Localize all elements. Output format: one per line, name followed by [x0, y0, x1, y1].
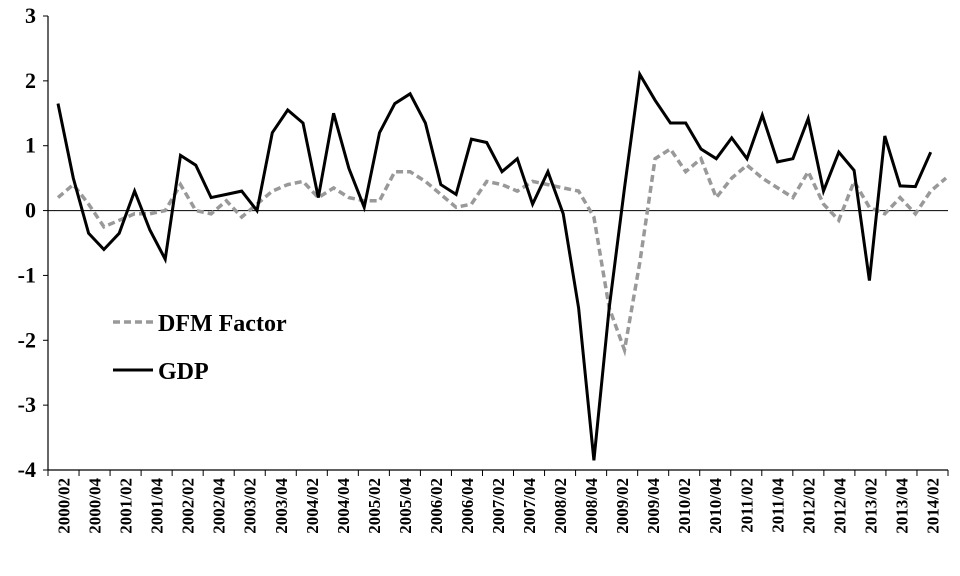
x-tick-label: 2003/04	[272, 478, 291, 534]
x-tick-label: 2012/02	[799, 478, 818, 534]
x-tick-label: 2012/04	[830, 478, 849, 534]
x-tick-label: 2008/02	[551, 478, 570, 534]
x-tick-label: 2011/04	[768, 478, 787, 533]
y-tick-label: -1	[18, 262, 36, 287]
x-tick-label: 2013/04	[892, 478, 911, 534]
x-tick-label: 2013/02	[861, 478, 880, 534]
dfm-factor-series-line	[56, 146, 948, 357]
x-tick-label: 2000/02	[55, 478, 74, 534]
legend: DFM Factor GDP	[113, 311, 287, 385]
x-tick-label: 2010/02	[675, 478, 694, 534]
y-tick-label: 2	[25, 68, 36, 93]
y-tick-label: 1	[25, 133, 36, 158]
y-tick-label: 3	[25, 3, 36, 28]
x-tick-label: 2001/04	[148, 478, 167, 534]
x-tick-label: 2009/02	[613, 478, 632, 534]
x-tick-label: 2005/02	[365, 478, 384, 534]
legend-label: GDP	[158, 359, 209, 385]
x-tick-label: 2004/02	[303, 478, 322, 534]
y-tick-label: -2	[18, 327, 36, 352]
x-tick-label: 2006/04	[458, 478, 477, 534]
x-tick-label: 2011/02	[737, 478, 756, 533]
x-tick-label: 2002/04	[210, 478, 229, 534]
x-tick-label: 2006/02	[427, 478, 446, 534]
legend-label: DFM Factor	[158, 311, 287, 337]
axes: 3 2 1 0 -1 -2 -3 -4 2000/02 2000/04 2001/02 2001/04…	[18, 3, 949, 534]
x-tick-label: 2008/04	[582, 478, 601, 534]
x-tick-label: 2007/02	[489, 478, 508, 534]
x-tick-label: 2005/04	[396, 478, 415, 534]
x-tick-label: 2007/04	[520, 478, 539, 534]
x-tick-label: 2000/04	[86, 478, 105, 534]
x-tick-label: 2009/04	[644, 478, 663, 534]
x-tick-label: 2003/02	[241, 478, 260, 534]
x-tick-label: 2002/02	[179, 478, 198, 534]
y-tick-label: -3	[18, 392, 36, 417]
x-tick-label: 2010/04	[706, 478, 725, 534]
x-tick-label: 2001/02	[117, 478, 136, 534]
series-layer	[56, 69, 948, 461]
y-tick-label: -4	[18, 457, 36, 482]
x-tick-label: 2014/02	[923, 478, 942, 534]
y-tick-label: 0	[25, 198, 36, 223]
x-tick-label: 2004/04	[334, 478, 353, 534]
gdp-series-line	[56, 69, 933, 461]
